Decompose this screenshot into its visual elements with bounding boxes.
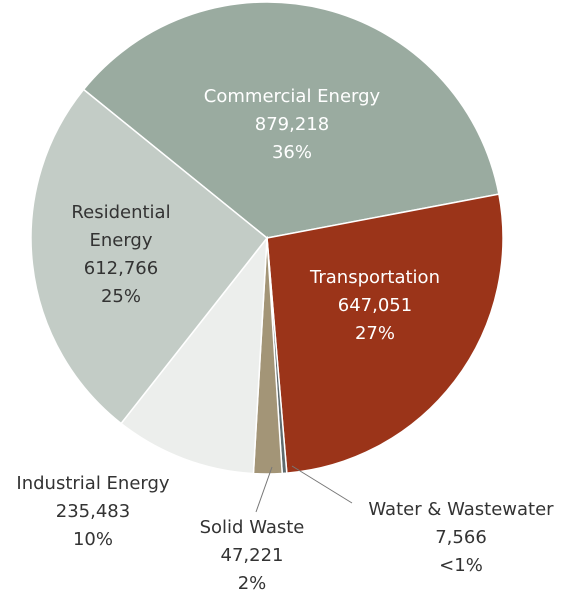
pie-slice	[30, 88, 269, 425]
percent-label: 25%	[101, 286, 141, 307]
category-label: Industrial Energy	[16, 473, 170, 494]
leader-line	[255, 466, 273, 513]
pie-slice	[120, 235, 268, 475]
pie-slice	[82, 1, 500, 239]
value-label: 612,766	[84, 258, 158, 279]
value-label: 47,221	[221, 545, 284, 566]
pie-slice	[266, 193, 504, 474]
value-label: 235,483	[56, 501, 130, 522]
value-label: 879,218	[255, 114, 329, 135]
value-label: 7,566	[435, 527, 487, 548]
percent-label: 10%	[73, 529, 113, 550]
value-label: 647,051	[338, 295, 412, 316]
percent-label: 2%	[238, 573, 267, 594]
category-label: Commercial Energy	[204, 86, 381, 107]
percent-label: 36%	[272, 142, 312, 163]
percent-label: 27%	[355, 323, 395, 344]
category-label: Transportation	[309, 267, 440, 288]
category-label: Residential Energy	[71, 202, 170, 251]
category-label: Solid Waste	[200, 517, 305, 538]
percent-label: <1%	[439, 555, 483, 576]
leader-line	[291, 465, 353, 504]
category-label: Water & Wastewater	[368, 499, 554, 520]
